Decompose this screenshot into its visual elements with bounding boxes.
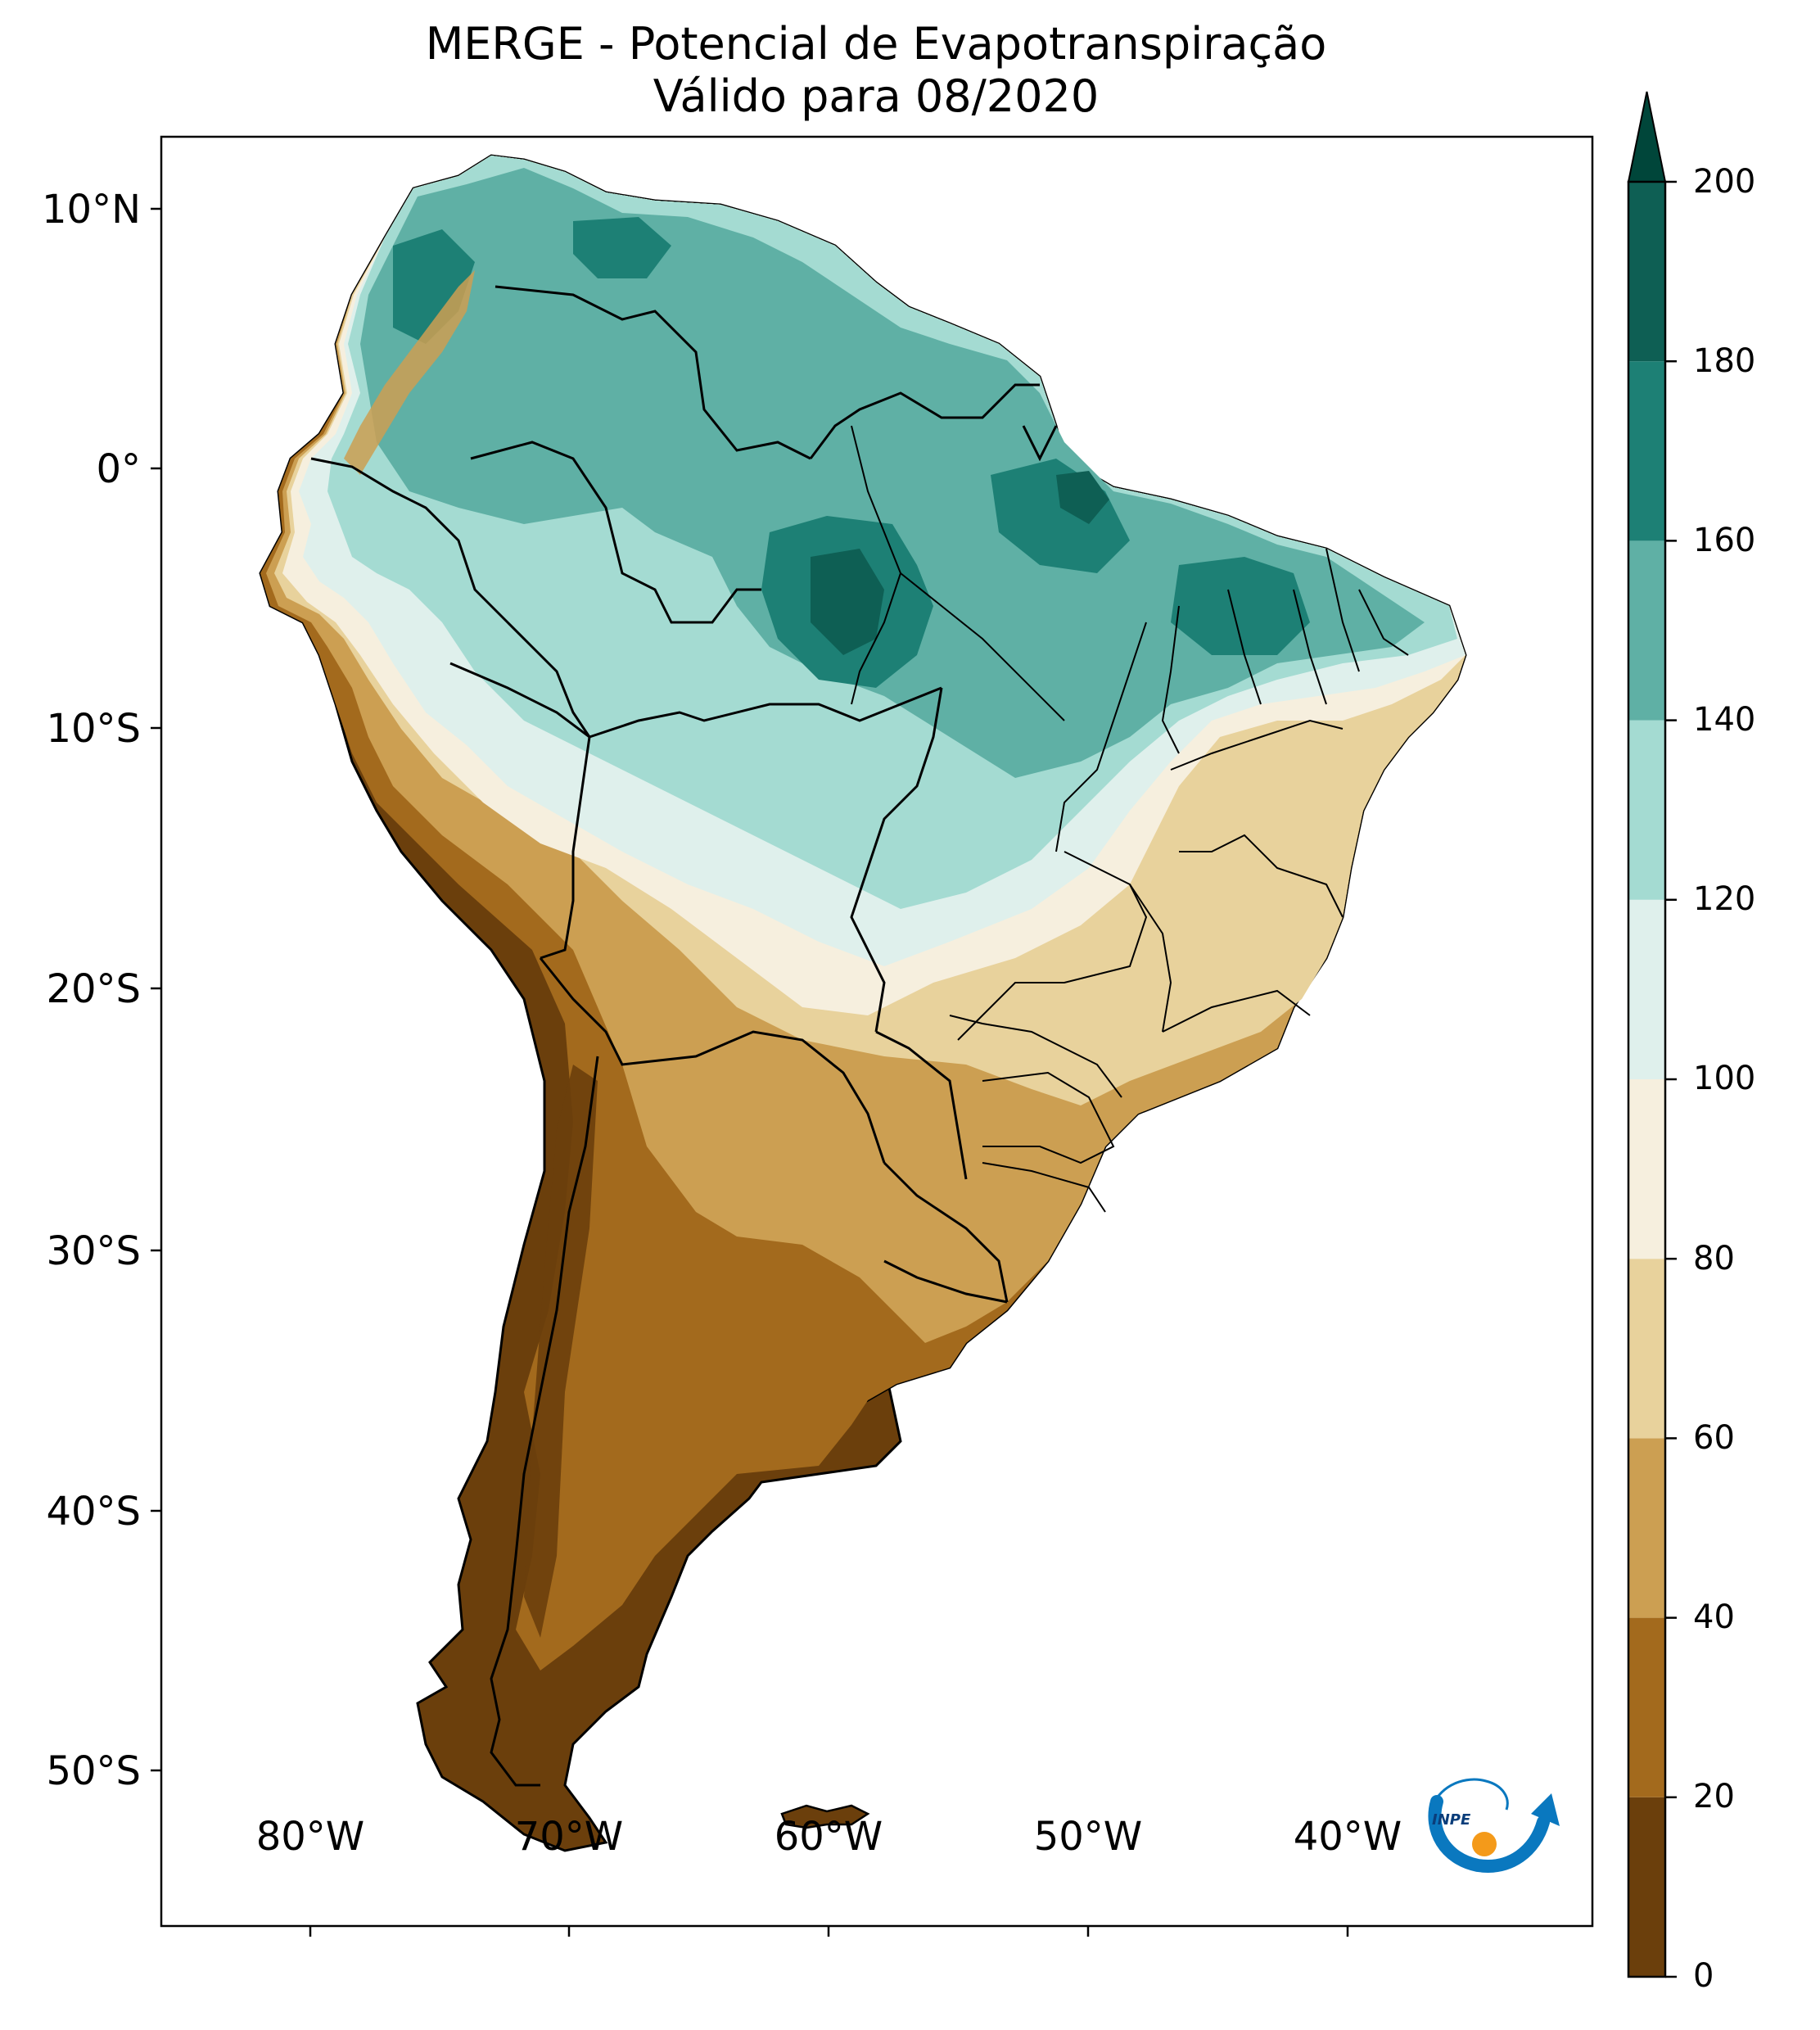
andes-north-strip	[344, 270, 475, 475]
inpe-logo-text: INPE	[1432, 1811, 1471, 1829]
inpe-logo: INPE	[1420, 1769, 1560, 1883]
colorbar-label-100: 100	[1693, 1060, 1756, 1097]
lat-label-10s: 10°S	[46, 706, 141, 752]
colorbar-label-60: 60	[1693, 1419, 1735, 1457]
lon-label-80w: 80°W	[255, 1814, 365, 1860]
colorbar-segment-3	[1628, 1259, 1665, 1439]
falkland-islands	[780, 1804, 870, 1829]
andes-dry-strip	[524, 1065, 598, 1638]
colorbar-label-40: 40	[1693, 1598, 1735, 1636]
colorbar-label-80: 80	[1693, 1240, 1735, 1277]
lon-label-40w: 40°W	[1293, 1814, 1402, 1860]
colorbar-label-20: 20	[1693, 1778, 1735, 1815]
colorbar-segment-4	[1628, 1079, 1665, 1259]
colorbar-label-200: 200	[1693, 163, 1756, 201]
lat-label-10n: 10°N	[42, 187, 141, 233]
band-140-160	[360, 168, 1425, 778]
colorbar-segment-0	[1628, 1797, 1665, 1977]
country-borders	[310, 285, 1058, 1787]
colorbar-label-140: 140	[1693, 701, 1756, 739]
map-title: MERGE - Potencial de Evapotranspiração V…	[160, 18, 1592, 123]
lat-label-30s: 30°S	[46, 1228, 141, 1274]
colorbar-frame	[1627, 180, 1667, 1978]
lon-label-60w: 60°W	[774, 1814, 883, 1860]
colorbar-segment-9	[1628, 182, 1665, 362]
colorbar-segment-6	[1628, 720, 1665, 900]
colorbar-label-160: 160	[1693, 522, 1756, 559]
title-line-2: Válido para 08/2020	[653, 70, 1100, 122]
inpe-logo-mark	[1428, 1778, 1560, 1873]
colorbar-segment-1	[1628, 1617, 1665, 1797]
colorbar-extend-arrow	[1627, 91, 1667, 183]
band-160-180-maranhao	[1171, 557, 1310, 655]
lat-label-40s: 40°S	[46, 1489, 141, 1535]
colorbar-ticks	[1665, 180, 1677, 1978]
lat-label-20s: 20°S	[46, 966, 141, 1012]
colorbar-segment-8	[1628, 361, 1665, 541]
title-line-1: MERGE - Potencial de Evapotranspiração	[425, 18, 1327, 70]
state-borders	[851, 425, 1409, 1213]
colorbar-segment-7	[1628, 540, 1665, 721]
colorbar	[1627, 91, 1677, 1978]
lat-label-50s: 50°S	[46, 1748, 141, 1794]
colorbar-label-0: 0	[1693, 1957, 1714, 1995]
band-160-180-venezuela	[573, 217, 671, 278]
south-america-map	[259, 154, 1467, 1852]
band-180-200-delta	[1056, 471, 1109, 524]
colorbar-segment-5	[1628, 899, 1665, 1079]
colorbar-segment-2	[1628, 1438, 1665, 1618]
map-ticks	[151, 207, 1349, 1937]
colorbar-label-180: 180	[1693, 342, 1756, 380]
lon-label-50w: 50°W	[1033, 1814, 1143, 1860]
lat-label-0: 0°	[96, 446, 141, 492]
colorbar-label-120: 120	[1693, 880, 1756, 918]
band-180-200-amazon	[811, 549, 884, 655]
colorbar-segments	[1628, 182, 1665, 1977]
lon-label-70w: 70°W	[514, 1814, 624, 1860]
